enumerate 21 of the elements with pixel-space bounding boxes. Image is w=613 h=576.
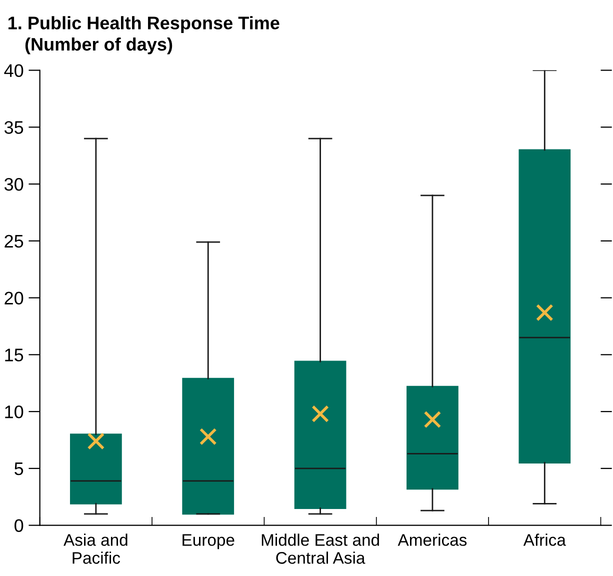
y-tick-label: 5	[14, 462, 24, 476]
point	[199, 428, 217, 446]
point	[87, 432, 105, 450]
x-tick-label: Asia and Pacific	[64, 534, 128, 564]
x-tick-label: Europe	[182, 534, 234, 550]
point	[424, 410, 442, 428]
x-tick-label: Americas	[398, 534, 467, 546]
y-tick-label: 40	[4, 64, 24, 77]
point	[312, 405, 329, 422]
x-tick-label: Middle East and Central Asia	[262, 534, 379, 564]
y-tick-label: 20	[4, 292, 24, 305]
y-tick-label: 25	[4, 234, 24, 248]
y-tick-label: 35	[4, 121, 24, 134]
y-tick-label: 30	[4, 178, 24, 191]
point	[536, 304, 554, 322]
chart-subtitle: (Number of days)	[25, 37, 172, 54]
y-tick-label: 15	[5, 348, 24, 362]
chart-title: 1. Public Health Response Time	[8, 16, 280, 33]
x-tick-label: Africa	[523, 534, 566, 546]
y-tick-label: 0	[14, 519, 24, 532]
y-tick-label: 10	[5, 405, 24, 418]
